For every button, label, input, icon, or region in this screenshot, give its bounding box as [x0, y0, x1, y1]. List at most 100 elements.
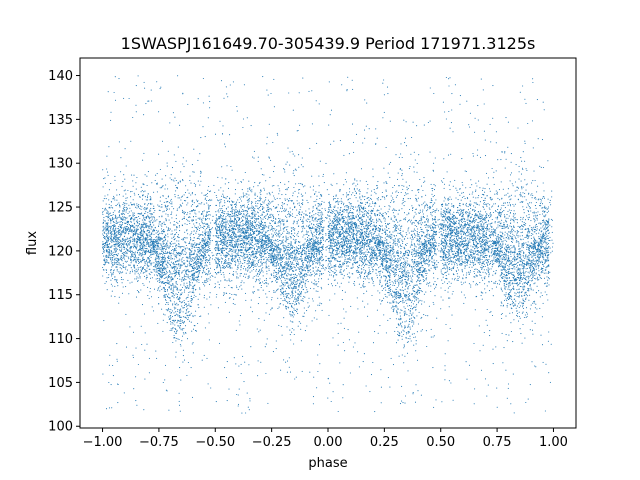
- data-point: [317, 237, 319, 239]
- data-point: [529, 308, 531, 310]
- data-point: [404, 219, 407, 221]
- data-point: [136, 246, 138, 248]
- data-point: [197, 322, 199, 325]
- data-point: [465, 202, 467, 204]
- data-point: [126, 244, 128, 246]
- data-point: [111, 220, 113, 222]
- data-point: [305, 266, 307, 268]
- data-point: [162, 330, 164, 332]
- data-point: [398, 301, 400, 304]
- data-point: [332, 218, 334, 220]
- data-point: [302, 298, 304, 300]
- data-point: [499, 231, 501, 233]
- data-point: [141, 253, 143, 255]
- data-point: [230, 165, 232, 168]
- data-point: [445, 323, 447, 326]
- data-point: [546, 212, 548, 214]
- data-point: [510, 263, 512, 265]
- data-point: [409, 338, 411, 340]
- data-point: [299, 214, 301, 216]
- data-point: [390, 262, 392, 264]
- data-point: [102, 241, 104, 243]
- data-point: [521, 188, 523, 190]
- data-point: [393, 261, 395, 263]
- data-point: [521, 243, 523, 245]
- data-point: [222, 223, 224, 225]
- data-point: [130, 262, 132, 264]
- data-point: [204, 271, 206, 273]
- data-point: [201, 221, 203, 223]
- data-point: [204, 265, 206, 267]
- data-point: [174, 116, 176, 118]
- data-point: [208, 270, 210, 272]
- data-point: [248, 222, 250, 224]
- data-point: [404, 269, 406, 271]
- data-point: [532, 333, 534, 335]
- data-point: [514, 181, 517, 183]
- data-point: [397, 262, 399, 264]
- data-point: [460, 224, 462, 226]
- data-point: [114, 285, 116, 287]
- data-point: [260, 257, 262, 259]
- data-point: [243, 204, 245, 206]
- data-point: [543, 211, 545, 213]
- data-point: [411, 223, 413, 225]
- data-point: [327, 247, 329, 250]
- data-point: [182, 245, 184, 248]
- data-point: [125, 200, 127, 202]
- data-point: [161, 244, 163, 246]
- data-point: [180, 379, 182, 381]
- data-point: [533, 212, 535, 214]
- data-point: [200, 258, 202, 261]
- data-point: [503, 258, 505, 260]
- data-point: [295, 300, 297, 302]
- data-point: [193, 239, 195, 242]
- data-point: [163, 295, 165, 297]
- data-point: [200, 249, 202, 251]
- data-point: [111, 277, 114, 280]
- data-point: [476, 214, 478, 216]
- data-point: [530, 244, 532, 247]
- data-point: [143, 409, 145, 411]
- data-point: [134, 251, 137, 253]
- data-point: [252, 245, 254, 247]
- data-point: [185, 298, 187, 300]
- data-point: [164, 295, 166, 297]
- data-point: [425, 270, 427, 272]
- data-point: [529, 284, 531, 286]
- data-point: [414, 296, 416, 298]
- data-point: [237, 252, 239, 254]
- data-point: [502, 232, 504, 234]
- data-point: [397, 330, 399, 332]
- data-point: [426, 204, 428, 206]
- data-point: [233, 231, 236, 233]
- data-point: [221, 210, 224, 212]
- data-point: [421, 329, 423, 331]
- data-point: [343, 209, 345, 211]
- data-point: [127, 256, 129, 258]
- data-point: [469, 212, 471, 214]
- data-point: [296, 281, 298, 283]
- data-point: [267, 237, 269, 239]
- data-point: [244, 215, 246, 217]
- data-point: [132, 199, 134, 201]
- data-point: [203, 294, 205, 296]
- data-point: [347, 225, 350, 228]
- data-point: [404, 272, 406, 274]
- data-point: [225, 178, 227, 180]
- data-point: [316, 231, 318, 233]
- data-point: [114, 228, 116, 230]
- data-point: [498, 243, 500, 245]
- data-point: [174, 234, 176, 236]
- data-point: [530, 227, 532, 229]
- data-point: [230, 219, 232, 221]
- data-point: [383, 167, 385, 169]
- data-point: [188, 262, 190, 264]
- data-point: [174, 304, 176, 306]
- data-point: [209, 200, 211, 202]
- data-point: [433, 92, 435, 95]
- data-point: [223, 265, 225, 267]
- data-point: [307, 253, 309, 255]
- data-point: [475, 236, 477, 238]
- data-point: [268, 265, 270, 267]
